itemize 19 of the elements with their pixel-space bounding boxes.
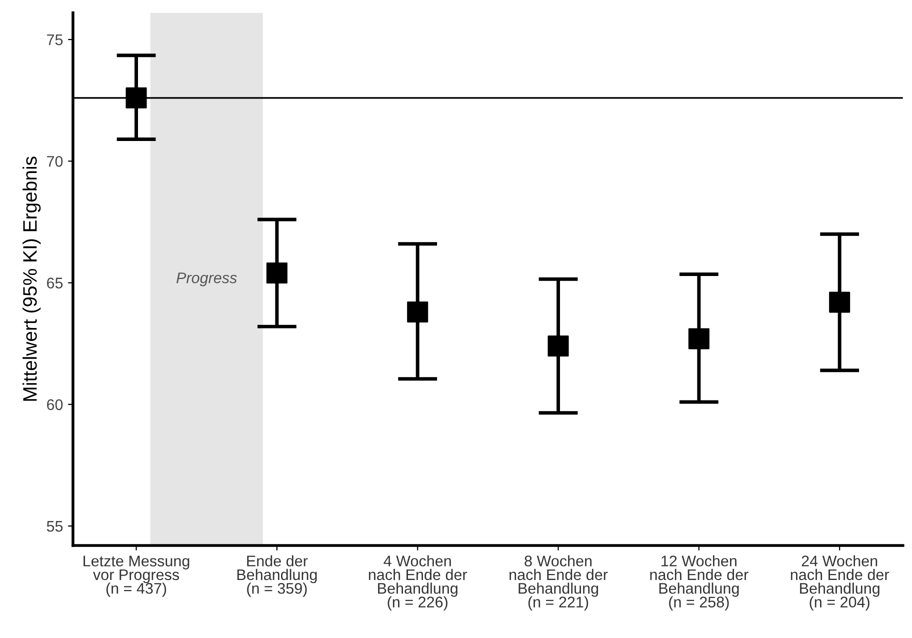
x-tick-label: 4 Wochen nach Ende der Behandlung (n = 226) (368, 555, 468, 611)
x-tick-label: Ende der Behandlung (n = 359) (237, 555, 317, 597)
point (548, 336, 569, 357)
point (829, 292, 850, 313)
y-axis-title: Mittelwert (95% KI) Ergebnis (22, 156, 41, 401)
y-tick-label: 60 (47, 399, 63, 410)
y-tick-label: 65 (47, 278, 63, 288)
point (688, 328, 710, 350)
point (407, 301, 428, 322)
x-tick-label: 24 Wochen nach Ende der Behandlung (n = 204) (790, 555, 890, 611)
point (126, 87, 147, 108)
x-tick-label: 12 Wochen nach Ende der Behandlung (n = 258) (650, 555, 748, 611)
band-label: Progress (176, 272, 237, 286)
x-tick-label: 8 Wochen nach Ende der Behandlung (n = 221) (510, 555, 608, 611)
x-tick-label: Letzte Messung vor Progress (n = 437) (84, 556, 190, 597)
y-tick-label: 75 (47, 34, 63, 46)
point (266, 262, 288, 284)
y-tick-label: 55 (46, 521, 63, 532)
y-tick-label: 70 (47, 156, 63, 167)
